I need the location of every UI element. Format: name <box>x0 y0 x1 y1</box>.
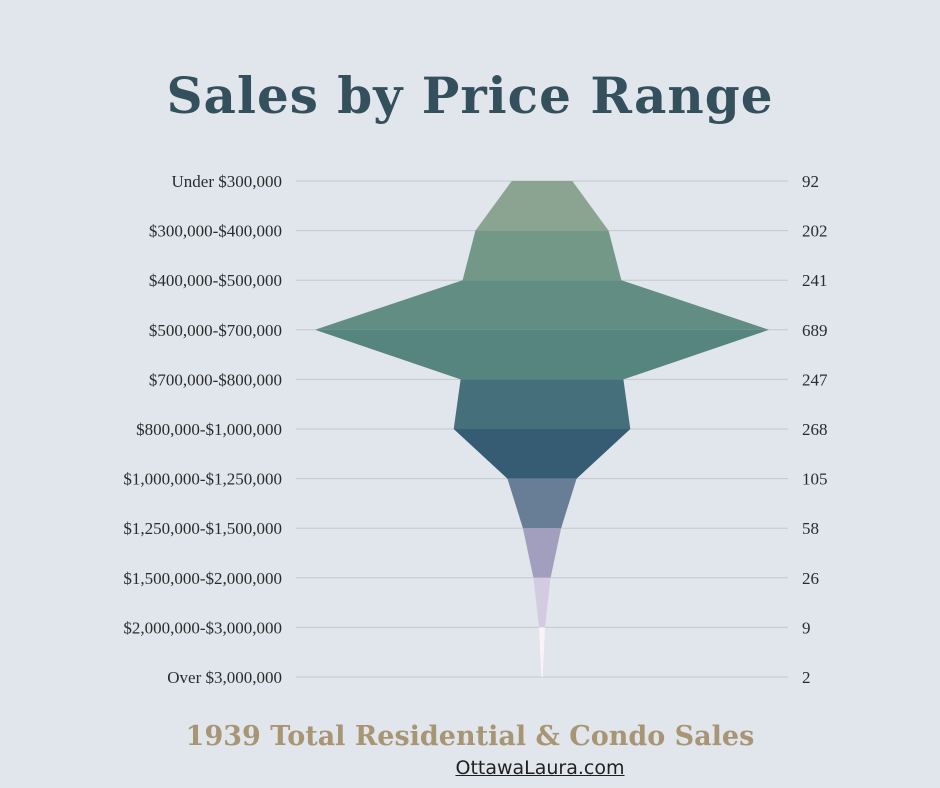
value-label: 58 <box>802 519 819 538</box>
category-label: $1,500,000-$2,000,000 <box>123 569 282 588</box>
funnel-band <box>462 230 622 281</box>
funnel-band <box>315 280 769 330</box>
funnel-band <box>533 577 551 628</box>
funnel-band <box>475 181 609 231</box>
category-label: Over $3,000,000 <box>167 668 282 687</box>
value-label: 689 <box>802 321 828 340</box>
website-link[interactable]: OttawaLaura.com <box>455 757 625 779</box>
total-sales-caption: 1939 Total Residential & Condo Sales <box>0 721 940 752</box>
category-label: Under $300,000 <box>172 172 282 191</box>
page-title: Sales by Price Range <box>166 66 774 125</box>
value-label: 268 <box>802 420 828 439</box>
category-label: $2,000,000-$3,000,000 <box>123 618 282 637</box>
category-label: $300,000-$400,000 <box>149 222 282 241</box>
funnel-band <box>507 478 577 529</box>
category-label: $700,000-$800,000 <box>149 370 282 389</box>
value-label: 9 <box>802 618 811 637</box>
category-label: $800,000-$1,000,000 <box>136 420 282 439</box>
funnel-band <box>522 528 562 578</box>
value-label: 26 <box>802 569 819 588</box>
category-label: $1,250,000-$1,500,000 <box>123 519 282 538</box>
value-label: 92 <box>802 172 819 191</box>
funnel-band <box>453 429 631 479</box>
value-label: 2 <box>802 668 811 687</box>
total-sales-text: 1939 Total Residential & Condo Sales <box>185 721 755 752</box>
category-label: $500,000-$700,000 <box>149 321 282 340</box>
category-label: $1,000,000-$1,250,000 <box>123 470 282 489</box>
value-label: 241 <box>802 271 828 290</box>
value-label: 105 <box>802 470 828 489</box>
funnel-band <box>315 329 769 380</box>
funnel-bands <box>315 181 769 677</box>
category-labels: Under $300,000 $300,000-$400,000 $400,000-… <box>123 172 282 687</box>
funnel-band <box>539 627 545 677</box>
value-label: 202 <box>802 222 828 241</box>
funnel-band <box>453 379 631 429</box>
value-label: 247 <box>802 370 828 389</box>
category-label: $400,000-$500,000 <box>149 271 282 290</box>
